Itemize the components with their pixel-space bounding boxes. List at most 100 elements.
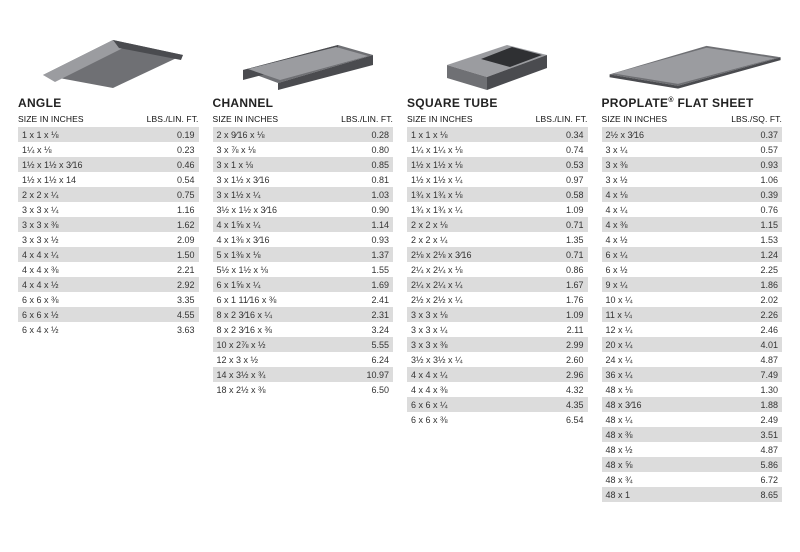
cell-size: 1½ x 1½ x ¼ [411,175,463,185]
table-row: 24 x ¼4.87 [602,352,783,367]
table-row: 8 x 2 3⁄16 x ⅜3.24 [213,322,394,337]
cell-size: 2 x 9⁄16 x ⅛ [217,130,265,140]
cell-weight: 2.26 [760,310,778,320]
square_tube-shape [407,20,588,90]
cell-size: 6 x 1 11⁄16 x ⅜ [217,295,277,305]
cell-size: 2½ x 2½ x ¼ [411,295,463,305]
header-size: SIZE IN INCHES [213,114,279,124]
cell-weight: 0.54 [177,175,195,185]
cell-size: 4 x ⅜ [606,220,628,230]
table-row: 3 x 3 x ⅛1.09 [407,307,588,322]
cell-size: 2⅛ x 2⅛ x 3⁄16 [411,250,472,260]
cell-size: 6 x 6 x ¼ [411,400,448,410]
cell-size: 4 x 1⅝ x ¼ [217,220,261,230]
cell-weight: 2.02 [760,295,778,305]
cell-size: 48 x ⅜ [606,430,633,440]
table-row: 11 x ¼2.26 [602,307,783,322]
table-row: 3 x ⅞ x ⅛0.80 [213,142,394,157]
cell-size: 12 x 3 x ½ [217,355,259,365]
table-row: 4 x 4 x ⅜4.32 [407,382,588,397]
cell-size: 2 x 2 x ⅛ [411,220,448,230]
table-row: 6 x 6 x ⅜3.35 [18,292,199,307]
cell-size: 4 x 1⅜ x 3⁄16 [217,235,270,245]
table-row: 4 x 4 x ¼1.50 [18,247,199,262]
cell-size: 4 x ⅛ [606,190,628,200]
cell-weight: 1.16 [177,205,195,215]
cell-size: 48 x ⅛ [606,385,633,395]
header-weight: LBS./LIN. FT. [341,114,393,124]
cell-size: 3 x 3 x ⅜ [22,220,59,230]
cell-weight: 2.11 [567,325,584,335]
cell-size: 6 x 6 x ⅜ [22,295,59,305]
cell-weight: 2.21 [177,265,195,275]
cell-weight: 2.60 [566,355,584,365]
table-row: 1¼ x ⅛0.23 [18,142,199,157]
table-row: 6 x 6 x ½4.55 [18,307,199,322]
table-row: 1½ x 1½ x ¼0.97 [407,172,588,187]
cell-weight: 2.25 [760,265,778,275]
cell-weight: 0.85 [371,160,389,170]
square_tube-title: SQUARE TUBE [407,96,588,110]
table-row: 3 x 1½ x 3⁄160.81 [213,172,394,187]
cell-weight: 4.01 [760,340,778,350]
table-row: 3 x 3 x ⅜2.99 [407,337,588,352]
channel-icon [228,35,378,90]
square_tube-header: SIZE IN INCHESLBS./LIN. FT. [407,114,588,124]
flat-sheet-icon [602,35,783,90]
table-row: 3 x 3 x ⅜1.62 [18,217,199,232]
cell-size: 6 x 4 x ½ [22,325,59,335]
table-row: 3½ x 1½ x 3⁄160.90 [213,202,394,217]
table-row: 3 x 3 x ¼1.16 [18,202,199,217]
cell-size: 2 x 2 x ¼ [411,235,448,245]
table-row: 4 x ⅜1.15 [602,217,783,232]
table-row: 2½ x 2½ x ¼1.76 [407,292,588,307]
cell-weight: 1.67 [566,280,584,290]
table-row: 12 x ¼2.46 [602,322,783,337]
table-row: 14 x 3½ x ¾10.97 [213,367,394,382]
table-row: 9 x ¼1.86 [602,277,783,292]
cell-size: 5½ x 1½ x ⅛ [217,265,269,275]
cell-size: 48 x 1 [606,490,631,500]
cell-size: 3 x ½ [606,175,628,185]
cell-size: 3 x ⅞ x ⅛ [217,145,256,155]
cell-weight: 2.99 [566,340,584,350]
cell-weight: 4.35 [566,400,584,410]
cell-weight: 6.54 [566,415,584,425]
cell-size: 3 x 3 x ¼ [411,325,448,335]
cell-size: 2¼ x 2¼ x ⅛ [411,265,463,275]
cell-size: 3 x 1 x ⅛ [217,160,254,170]
cell-weight: 2.46 [760,325,778,335]
table-row: 12 x 3 x ½6.24 [213,352,394,367]
table-row: 1½ x 1½ x ⅛0.53 [407,157,588,172]
proplate-shape [602,20,783,90]
angle-shape [18,20,199,90]
table-row: 10 x ¼2.02 [602,292,783,307]
cell-weight: 0.46 [177,160,195,170]
header-weight: LBS./SQ. FT. [731,114,782,124]
table-row: 48 x ¾6.72 [602,472,783,487]
table-row: 4 x ½1.53 [602,232,783,247]
table-row: 1½ x 1½ x 3⁄160.46 [18,157,199,172]
table-row: 36 x ¼7.49 [602,367,783,382]
table-row: 20 x ¼4.01 [602,337,783,352]
cell-weight: 1.14 [371,220,389,230]
cell-weight: 3.24 [371,325,389,335]
table-row: 1¾ x 1¾ x ¼1.09 [407,202,588,217]
header-weight: LBS./LIN. FT. [536,114,588,124]
cell-weight: 4.87 [760,355,778,365]
cell-size: 3½ x 3½ x ¼ [411,355,463,365]
table-row: 2 x 2 x ⅛0.71 [407,217,588,232]
table-row: 2¼ x 2¼ x ⅛0.86 [407,262,588,277]
angle-title: ANGLE [18,96,199,110]
cell-weight: 1.06 [760,175,778,185]
cell-weight: 5.55 [371,340,389,350]
table-row: 48 x ¼2.49 [602,412,783,427]
table-row: 3 x ½ 1.06 [602,172,783,187]
cell-weight: 2.92 [177,280,195,290]
column-angle: ANGLESIZE IN INCHESLBS./LIN. FT.1 x 1 x … [18,20,199,337]
table-row: 1¾ x 1¾ x ⅛0.58 [407,187,588,202]
cell-weight: 1.69 [371,280,389,290]
cell-size: 2½ x 3⁄16 [606,130,645,140]
table-row: 48 x 18.65 [602,487,783,502]
table-row: 3½ x 3½ x ¼ 2.60 [407,352,588,367]
